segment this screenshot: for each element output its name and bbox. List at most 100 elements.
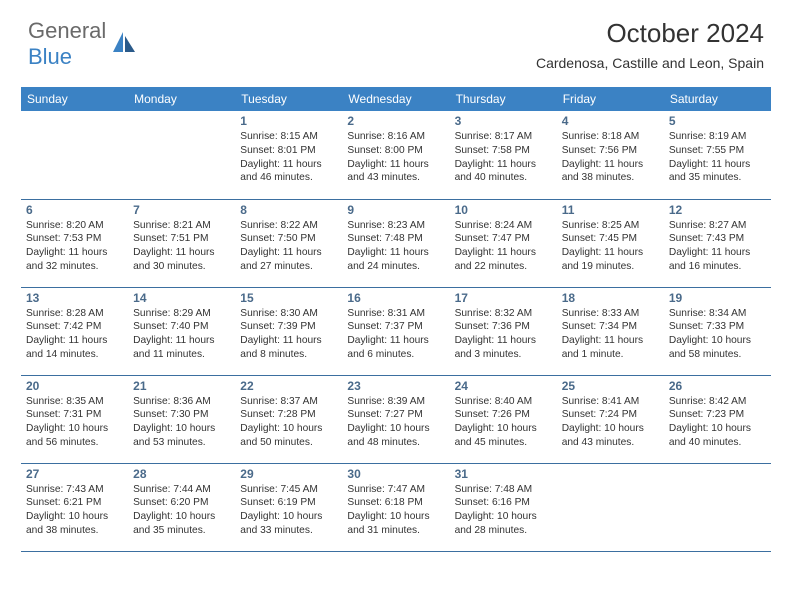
sunset: Sunset: 7:24 PM [562,408,659,422]
daylight-1: Daylight: 11 hours [240,158,337,172]
day-number: 13 [26,291,123,305]
daylight-1: Daylight: 10 hours [26,510,123,524]
daylight-2: and 38 minutes. [562,171,659,185]
daylight-1: Daylight: 10 hours [455,510,552,524]
sunset: Sunset: 6:18 PM [347,496,444,510]
calendar-cell: 14Sunrise: 8:29 AMSunset: 7:40 PMDayligh… [128,287,235,375]
day-number: 7 [133,203,230,217]
sunset: Sunset: 6:20 PM [133,496,230,510]
daylight-2: and 35 minutes. [669,171,766,185]
logo: General Blue [28,18,137,70]
month-title: October 2024 [536,18,764,49]
daylight-2: and 45 minutes. [455,436,552,450]
day-number: 23 [347,379,444,393]
daylight-1: Daylight: 11 hours [455,246,552,260]
location: Cardenosa, Castille and Leon, Spain [536,55,764,71]
daylight-2: and 43 minutes. [562,436,659,450]
sunrise: Sunrise: 8:32 AM [455,307,552,321]
sunset: Sunset: 7:30 PM [133,408,230,422]
day-number: 26 [669,379,766,393]
calendar-cell: 7Sunrise: 8:21 AMSunset: 7:51 PMDaylight… [128,199,235,287]
day-number: 20 [26,379,123,393]
sunrise: Sunrise: 8:31 AM [347,307,444,321]
day-number: 30 [347,467,444,481]
calendar-cell [664,463,771,551]
day-number: 28 [133,467,230,481]
day-number: 6 [26,203,123,217]
sunrise: Sunrise: 7:43 AM [26,483,123,497]
daylight-2: and 48 minutes. [347,436,444,450]
sunset: Sunset: 8:01 PM [240,144,337,158]
calendar-cell: 28Sunrise: 7:44 AMSunset: 6:20 PMDayligh… [128,463,235,551]
sunset: Sunset: 7:47 PM [455,232,552,246]
day-number: 18 [562,291,659,305]
sunrise: Sunrise: 8:33 AM [562,307,659,321]
sunrise: Sunrise: 8:23 AM [347,219,444,233]
sunrise: Sunrise: 7:45 AM [240,483,337,497]
day-number: 8 [240,203,337,217]
daylight-2: and 46 minutes. [240,171,337,185]
calendar-row: 6Sunrise: 8:20 AMSunset: 7:53 PMDaylight… [21,199,771,287]
calendar-cell: 25Sunrise: 8:41 AMSunset: 7:24 PMDayligh… [557,375,664,463]
sunrise: Sunrise: 8:39 AM [347,395,444,409]
sunset: Sunset: 7:31 PM [26,408,123,422]
sunrise: Sunrise: 8:17 AM [455,130,552,144]
calendar-cell: 10 Sunrise: 8:24 AMSunset: 7:47 PMDayligh… [450,199,557,287]
daylight-2: and 27 minutes. [240,260,337,274]
weekday-header: Sunday [21,87,128,111]
daylight-2: and 50 minutes. [240,436,337,450]
sunrise: Sunrise: 8:24 AM [455,219,552,233]
daylight-2: and 3 minutes. [455,348,552,362]
sunrise: Sunrise: 7:44 AM [133,483,230,497]
calendar-cell: 30Sunrise: 7:47 AMSunset: 6:18 PMDayligh… [342,463,449,551]
calendar-row: 13Sunrise: 8:28 AMSunset: 7:42 PMDayligh… [21,287,771,375]
sunset: Sunset: 7:40 PM [133,320,230,334]
day-number: 3 [455,114,552,128]
sunset: Sunset: 6:19 PM [240,496,337,510]
sunset: Sunset: 7:28 PM [240,408,337,422]
sunrise: Sunrise: 8:25 AM [562,219,659,233]
daylight-1: Daylight: 10 hours [133,422,230,436]
daylight-2: and 31 minutes. [347,524,444,538]
daylight-1: Daylight: 10 hours [240,510,337,524]
daylight-1: Daylight: 10 hours [240,422,337,436]
sunrise: Sunrise: 8:22 AM [240,219,337,233]
calendar-cell [557,463,664,551]
daylight-1: Daylight: 10 hours [669,422,766,436]
daylight-2: and 1 minute. [562,348,659,362]
sunset: Sunset: 8:00 PM [347,144,444,158]
calendar-cell: 31Sunrise: 7:48 AMSunset: 6:16 PMDayligh… [450,463,557,551]
day-number: 14 [133,291,230,305]
daylight-1: Daylight: 10 hours [455,422,552,436]
day-number: 5 [669,114,766,128]
sunset: Sunset: 7:43 PM [669,232,766,246]
daylight-2: and 40 minutes. [455,171,552,185]
daylight-1: Daylight: 10 hours [669,334,766,348]
sunrise: Sunrise: 8:36 AM [133,395,230,409]
sunset: Sunset: 7:45 PM [562,232,659,246]
sunrise: Sunrise: 8:42 AM [669,395,766,409]
daylight-1: Daylight: 10 hours [347,510,444,524]
day-number: 16 [347,291,444,305]
daylight-1: Daylight: 11 hours [347,246,444,260]
calendar-cell: 9Sunrise: 8:23 AMSunset: 7:48 PMDaylight… [342,199,449,287]
daylight-2: and 40 minutes. [669,436,766,450]
weekday-header: Saturday [664,87,771,111]
daylight-1: Daylight: 11 hours [562,158,659,172]
daylight-2: and 30 minutes. [133,260,230,274]
calendar-cell: 26Sunrise: 8:42 AMSunset: 7:23 PMDayligh… [664,375,771,463]
day-number: 15 [240,291,337,305]
sunrise: Sunrise: 8:34 AM [669,307,766,321]
day-number: 27 [26,467,123,481]
sunset: Sunset: 7:37 PM [347,320,444,334]
header: General Blue October 2024 Cardenosa, Cas… [0,0,792,79]
calendar-cell: 13Sunrise: 8:28 AMSunset: 7:42 PMDayligh… [21,287,128,375]
calendar-row: 27Sunrise: 7:43 AMSunset: 6:21 PMDayligh… [21,463,771,551]
sunrise: Sunrise: 8:18 AM [562,130,659,144]
day-number: 10 [455,203,552,217]
daylight-1: Daylight: 11 hours [133,334,230,348]
daylight-2: and 56 minutes. [26,436,123,450]
sunset: Sunset: 7:27 PM [347,408,444,422]
daylight-2: and 24 minutes. [347,260,444,274]
weekday-header: Wednesday [342,87,449,111]
